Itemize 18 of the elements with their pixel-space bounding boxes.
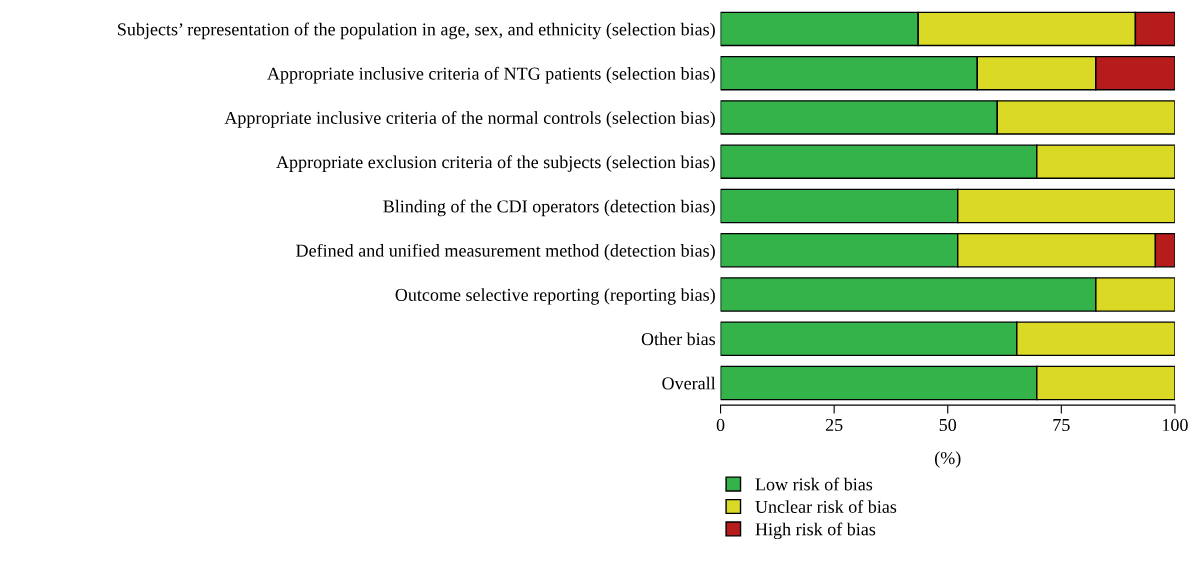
legend-label: Low risk of bias xyxy=(755,477,873,491)
y-tick-label: Outcome selective reporting (reporting bias) xyxy=(395,288,715,305)
x-tick-label: 25 xyxy=(825,418,843,432)
y-tick-label: Appropriate exclusion criteria of the subjects (selection bias) xyxy=(276,155,715,172)
y-tick-label: Subjects’ representation of the population in age, sex, and ethnicity (selection bias) xyxy=(118,22,715,40)
y-tick-label: Other bias xyxy=(641,332,716,346)
x-tick-label: 100 xyxy=(1162,418,1188,432)
y-tick-label: Blinding of the CDI operators (detection bias) xyxy=(383,199,715,217)
x-axis-title: (%) xyxy=(935,451,961,468)
x-tick-label: 75 xyxy=(1053,419,1070,432)
x-tick-label: 50 xyxy=(939,418,957,432)
x-tick-label: 0 xyxy=(716,418,725,432)
legend-label: High risk of bias xyxy=(755,522,876,540)
y-tick-label: Overall xyxy=(662,376,716,390)
y-tick-label: Defined and unified measurement method (detection bias) xyxy=(296,243,715,261)
legend-label: Unclear risk of bias xyxy=(755,500,897,513)
y-tick-label: Appropriate inclusive criteria of the normal controls (selection bias) xyxy=(224,111,715,128)
y-tick-label: Appropriate inclusive criteria of NTG patients (selection bias) xyxy=(267,66,715,84)
